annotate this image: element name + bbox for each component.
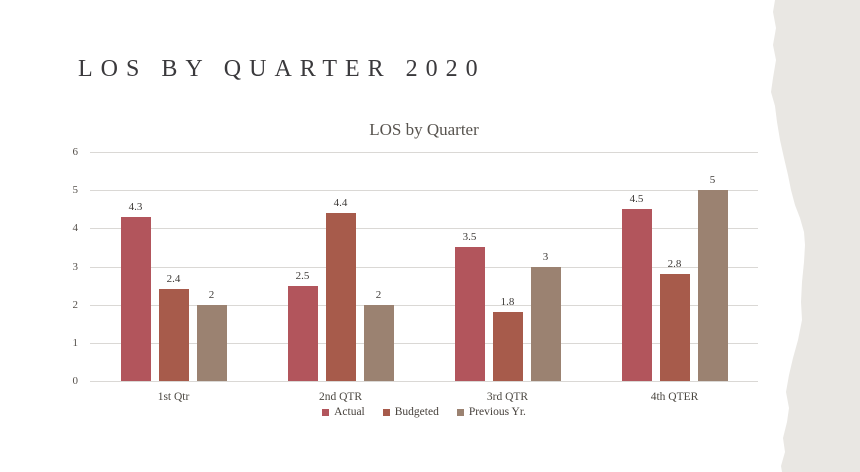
bar-actual-2nd-qtr bbox=[287, 285, 318, 381]
y-tick-label-1: 1 bbox=[72, 336, 79, 349]
gridline-y-4 bbox=[90, 228, 758, 230]
x-category-label-4th-qter: 4th QTER bbox=[650, 391, 699, 403]
bar-budgeted-2nd-qtr bbox=[325, 213, 356, 381]
data-label-actual-4th-qter: 4.5 bbox=[629, 193, 644, 206]
bar-previous-yr-1st-qtr bbox=[196, 304, 227, 381]
data-label-previous-yr-3rd-qtr: 3 bbox=[542, 250, 549, 263]
gridline-y-5 bbox=[90, 190, 758, 192]
page-title: LOS BY QUARTER 2020 bbox=[78, 56, 486, 82]
x-category-label-1st-qtr: 1st Qtr bbox=[157, 391, 190, 403]
legend-marker-actual bbox=[322, 408, 330, 416]
data-label-actual-3rd-qtr: 3.5 bbox=[462, 231, 477, 244]
x-category-label-2nd-qtr: 2nd QTR bbox=[318, 391, 363, 403]
bar-budgeted-4th-qter bbox=[659, 274, 690, 381]
gridline-y-6 bbox=[90, 152, 758, 153]
bar-budgeted-1st-qtr bbox=[158, 289, 189, 381]
legend-marker-budgeted bbox=[382, 408, 390, 416]
y-tick-label-2: 2 bbox=[72, 298, 79, 311]
bar-previous-yr-2nd-qtr bbox=[363, 304, 394, 381]
data-label-budgeted-2nd-qtr: 4.4 bbox=[333, 197, 348, 210]
data-label-budgeted-4th-qter: 2.8 bbox=[667, 258, 682, 271]
legend-marker-previous-yr bbox=[456, 408, 464, 416]
bar-actual-1st-qtr bbox=[120, 216, 151, 381]
legend-label-budgeted: Budgeted bbox=[394, 406, 439, 418]
gridline-y-0 bbox=[90, 381, 758, 382]
y-tick-label-3: 3 bbox=[72, 260, 79, 273]
legend-item-budgeted: Budgeted bbox=[382, 406, 439, 418]
legend-item-actual: Actual bbox=[322, 406, 365, 418]
bar-previous-yr-3rd-qtr bbox=[530, 266, 561, 381]
bar-previous-yr-4th-qter bbox=[697, 190, 728, 381]
bar-actual-3rd-qtr bbox=[454, 247, 485, 381]
y-tick-label-4: 4 bbox=[72, 222, 79, 235]
gridline-y-3 bbox=[90, 266, 758, 268]
bar-actual-4th-qter bbox=[621, 209, 652, 381]
gridline-y-2 bbox=[90, 304, 758, 306]
data-label-budgeted-1st-qtr: 2.4 bbox=[166, 273, 181, 286]
legend-item-previous-yr: Previous Yr. bbox=[456, 406, 526, 418]
data-label-previous-yr-2nd-qtr: 2 bbox=[375, 288, 382, 301]
legend-label-previous-yr: Previous Yr. bbox=[468, 406, 526, 418]
gridline-y-1 bbox=[90, 342, 758, 344]
chart-title: LOS by Quarter bbox=[369, 120, 479, 139]
bar-budgeted-3rd-qtr bbox=[492, 312, 523, 381]
data-label-previous-yr-4th-qter: 5 bbox=[709, 174, 716, 187]
y-tick-label-6: 6 bbox=[72, 146, 79, 158]
chart-legend: Actual Budgeted Previous Yr. bbox=[90, 406, 758, 418]
x-category-label-3rd-qtr: 3rd QTR bbox=[486, 391, 529, 403]
legend-label-actual: Actual bbox=[334, 406, 365, 418]
data-label-actual-2nd-qtr: 2.5 bbox=[295, 269, 310, 282]
data-label-previous-yr-1st-qtr: 2 bbox=[208, 288, 215, 301]
y-tick-label-5: 5 bbox=[72, 184, 79, 197]
data-label-actual-1st-qtr: 4.3 bbox=[128, 200, 143, 213]
y-tick-label-0: 0 bbox=[72, 375, 79, 387]
data-label-budgeted-3rd-qtr: 1.8 bbox=[500, 296, 515, 309]
